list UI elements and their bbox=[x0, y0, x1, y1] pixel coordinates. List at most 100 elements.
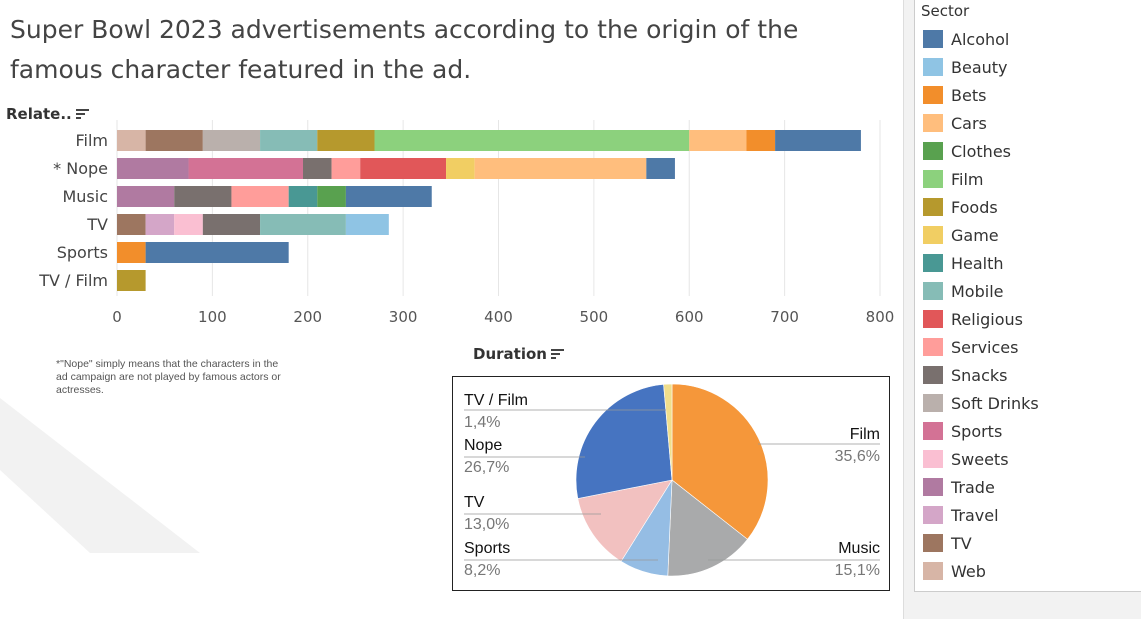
legend-swatch bbox=[923, 30, 943, 48]
legend-label: Religious bbox=[951, 310, 1023, 329]
legend-item-bets[interactable]: Bets bbox=[923, 84, 986, 106]
legend-swatch bbox=[923, 198, 943, 216]
legend-swatch bbox=[923, 366, 943, 384]
legend-swatch bbox=[923, 58, 943, 76]
legend-label: Clothes bbox=[951, 142, 1011, 161]
legend-label: Mobile bbox=[951, 282, 1003, 301]
legend-item-cars[interactable]: Cars bbox=[923, 112, 987, 134]
sort-icon[interactable] bbox=[551, 348, 564, 360]
pie-slice-percent: 15,1% bbox=[835, 562, 880, 579]
bar-segment-cars[interactable] bbox=[689, 130, 746, 151]
legend-swatch bbox=[923, 338, 943, 356]
bar-segment-services[interactable] bbox=[231, 186, 288, 207]
legend-item-trade[interactable]: Trade bbox=[923, 476, 995, 498]
bar-segment-film[interactable] bbox=[375, 130, 690, 151]
legend-item-health[interactable]: Health bbox=[923, 252, 1004, 274]
legend-swatch bbox=[923, 226, 943, 244]
legend-item-film[interactable]: Film bbox=[923, 168, 984, 190]
legend-item-web[interactable]: Web bbox=[923, 560, 986, 582]
bar-segment-snacks[interactable] bbox=[303, 158, 332, 179]
x-tick-label: 100 bbox=[198, 308, 227, 326]
bar-segment-snacks[interactable] bbox=[203, 214, 260, 235]
bar-segment-alcohol[interactable] bbox=[646, 158, 675, 179]
legend-item-alcohol[interactable]: Alcohol bbox=[923, 28, 1009, 50]
pie-slice-label: TV bbox=[464, 494, 485, 511]
chart-title: Super Bowl 2023 advertisements according… bbox=[10, 10, 890, 90]
pie-sort-header[interactable]: Duration bbox=[473, 345, 564, 363]
legend-label: Health bbox=[951, 254, 1004, 273]
bar-segment-travel[interactable] bbox=[146, 214, 175, 235]
legend-item-travel[interactable]: Travel bbox=[923, 504, 999, 526]
legend-label: Beauty bbox=[951, 58, 1008, 77]
bar-segment-foods[interactable] bbox=[317, 130, 374, 151]
x-tick-label: 300 bbox=[389, 308, 418, 326]
y-category-label: TV / Film bbox=[38, 271, 108, 290]
x-tick-label: 0 bbox=[112, 308, 122, 326]
legend-label: Travel bbox=[951, 506, 999, 525]
legend-swatch bbox=[923, 394, 943, 412]
bar-segment-tv[interactable] bbox=[146, 130, 203, 151]
y-category-label: Film bbox=[75, 131, 108, 150]
legend-item-sweets[interactable]: Sweets bbox=[923, 448, 1009, 470]
bar-segment-services[interactable] bbox=[332, 158, 361, 179]
bar-segment-sweets[interactable] bbox=[174, 214, 203, 235]
bar-segment-tv[interactable] bbox=[117, 214, 146, 235]
pie-slice-label: Film bbox=[850, 426, 880, 443]
pie-slice-label: Music bbox=[838, 540, 880, 557]
legend-swatch bbox=[923, 114, 943, 132]
legend-label: Foods bbox=[951, 198, 998, 217]
legend-label: Trade bbox=[951, 478, 995, 497]
bar-segment-health[interactable] bbox=[289, 186, 318, 207]
bar-segment-sports[interactable] bbox=[189, 158, 303, 179]
bar-segment-alcohol[interactable] bbox=[146, 242, 289, 263]
bar-segment-cars[interactable] bbox=[475, 158, 647, 179]
legend-item-foods[interactable]: Foods bbox=[923, 196, 998, 218]
bar-segment-religious[interactable] bbox=[360, 158, 446, 179]
bar-segment-game[interactable] bbox=[446, 158, 475, 179]
legend-label: Sweets bbox=[951, 450, 1009, 469]
legend-swatch bbox=[923, 142, 943, 160]
legend-label: Cars bbox=[951, 114, 987, 133]
legend-swatch bbox=[923, 254, 943, 272]
pie-chart-frame: Film 35,6% Music 15,1% Sports 8,2% TV 13,0% Nope… bbox=[452, 376, 890, 591]
sort-icon[interactable] bbox=[76, 108, 89, 120]
legend-panel: Sector Alcohol Beauty Bets Cars Clothes Film F… bbox=[903, 0, 1141, 619]
legend-label: Soft Drinks bbox=[951, 394, 1039, 413]
legend-item-services[interactable]: Services bbox=[923, 336, 1018, 358]
legend-item-mobile[interactable]: Mobile bbox=[923, 280, 1003, 302]
bar-segment-alcohol[interactable] bbox=[775, 130, 861, 151]
legend-swatch bbox=[923, 310, 943, 328]
pie-slice-percent: 1,4% bbox=[464, 414, 500, 431]
legend-item-religious[interactable]: Religious bbox=[923, 308, 1023, 330]
legend-item-snacks[interactable]: Snacks bbox=[923, 364, 1008, 386]
bar-segment-snacks[interactable] bbox=[174, 186, 231, 207]
legend-item-soft-drinks[interactable]: Soft Drinks bbox=[923, 392, 1039, 414]
legend-box: Sector Alcohol Beauty Bets Cars Clothes Film F… bbox=[914, 0, 1141, 592]
legend-item-sports[interactable]: Sports bbox=[923, 420, 1002, 442]
pie-slice-label: TV / Film bbox=[464, 392, 528, 409]
legend-item-beauty[interactable]: Beauty bbox=[923, 56, 1008, 78]
x-tick-label: 600 bbox=[675, 308, 704, 326]
bar-segment-web[interactable] bbox=[117, 130, 146, 151]
bar-segment-beauty[interactable] bbox=[346, 214, 389, 235]
legend-label: Game bbox=[951, 226, 999, 245]
bar-segment-mobile[interactable] bbox=[260, 130, 317, 151]
bar-segment-foods[interactable] bbox=[117, 270, 146, 291]
legend-item-game[interactable]: Game bbox=[923, 224, 999, 246]
pie-slice-percent: 26,7% bbox=[464, 459, 509, 476]
bar-segment-trade[interactable] bbox=[117, 158, 189, 179]
legend-item-tv[interactable]: TV bbox=[923, 532, 972, 554]
bar-segment-bets[interactable] bbox=[117, 242, 146, 263]
bar-segment-alcohol[interactable] bbox=[346, 186, 432, 207]
y-category-label: * Nope bbox=[53, 159, 108, 178]
y-category-label: Sports bbox=[57, 243, 108, 262]
bar-segment-bets[interactable] bbox=[746, 130, 775, 151]
bar-segment-soft-drinks[interactable] bbox=[203, 130, 260, 151]
legend-label: Film bbox=[951, 170, 984, 189]
legend-title: Sector bbox=[921, 2, 969, 20]
legend-item-clothes[interactable]: Clothes bbox=[923, 140, 1011, 162]
bar-segment-mobile[interactable] bbox=[260, 214, 346, 235]
bar-segment-trade[interactable] bbox=[117, 186, 174, 207]
bar-segment-clothes[interactable] bbox=[317, 186, 346, 207]
pie-slice-nope[interactable] bbox=[576, 384, 672, 498]
